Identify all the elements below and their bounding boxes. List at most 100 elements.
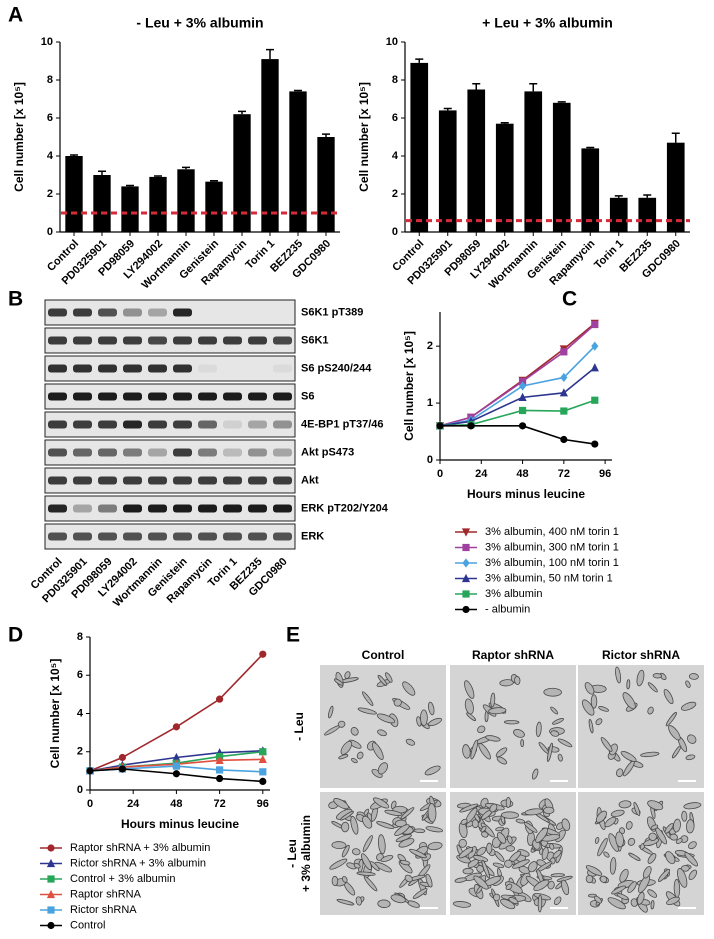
cell <box>664 823 674 834</box>
blot-row-label: Akt pS473 <box>301 446 354 458</box>
legend-marker <box>47 844 55 852</box>
x-tick-label: 72 <box>213 798 225 810</box>
cell <box>650 900 655 910</box>
blot-band <box>198 420 217 429</box>
series-line <box>440 425 595 445</box>
cell <box>549 843 555 850</box>
blot-band <box>48 308 67 317</box>
bar <box>467 89 486 232</box>
cell <box>625 821 633 830</box>
cell <box>687 734 697 744</box>
cell <box>647 889 658 898</box>
cell <box>452 901 472 908</box>
y-tick-label: 2 <box>77 746 83 758</box>
legend-label: Rictor shRNA + 3% albumin <box>70 857 206 869</box>
cell <box>376 821 395 829</box>
marker <box>591 440 599 448</box>
blot-row-label: S6 <box>301 390 314 402</box>
y-tick-label: 0 <box>392 226 398 238</box>
blot-band <box>198 532 217 541</box>
blot-row-label: Akt <box>301 474 319 486</box>
error-bar <box>500 122 509 124</box>
bar <box>261 59 279 232</box>
cell <box>685 680 691 688</box>
blot-band <box>198 448 217 457</box>
cell <box>380 854 394 862</box>
blot-band <box>273 532 292 541</box>
cell <box>535 861 553 873</box>
y-tick-label: 0 <box>77 784 83 796</box>
y-tick-label: 8 <box>77 631 83 643</box>
marker <box>591 396 599 404</box>
cell <box>533 879 550 892</box>
micrograph-row-label: + 3% albumin <box>299 815 313 892</box>
y-tick-label: 10 <box>41 36 53 48</box>
cell <box>618 800 632 809</box>
cell <box>590 694 598 709</box>
legend-marker <box>47 906 55 914</box>
marker <box>436 422 444 430</box>
cell <box>495 826 505 832</box>
legend-marker <box>462 590 470 598</box>
cell <box>344 671 351 679</box>
cell <box>665 851 676 865</box>
cell <box>615 768 624 778</box>
cell <box>503 720 520 725</box>
blot-band <box>173 364 192 373</box>
error-bar <box>294 89 302 92</box>
cell <box>515 818 526 824</box>
cell <box>357 707 377 715</box>
cell <box>665 711 677 727</box>
cell <box>369 861 380 872</box>
bar <box>149 176 167 232</box>
cell <box>553 896 562 906</box>
y-tick-label: 8 <box>47 74 53 86</box>
error-bar <box>98 170 106 175</box>
cell <box>427 717 443 727</box>
blot-band <box>148 336 167 345</box>
blot-row-label: S6 pS240/244 <box>301 362 372 374</box>
blot-band <box>98 448 117 457</box>
cell <box>520 739 525 748</box>
x-tick-label: 0 <box>437 468 443 480</box>
blot-band <box>98 532 117 541</box>
marker <box>559 388 568 397</box>
cell <box>518 865 530 875</box>
cell <box>671 745 682 759</box>
y-tick-label: 10 <box>386 36 398 48</box>
y-tick-label: 2 <box>427 340 433 352</box>
blot-band <box>123 504 142 513</box>
blot-band <box>223 420 242 429</box>
blot-band <box>273 476 292 485</box>
error-bar <box>238 110 246 115</box>
cell <box>376 713 396 724</box>
y-axis-label: Cell number [x 10⁵] <box>48 659 62 769</box>
blot-band <box>123 336 142 345</box>
cell <box>543 687 562 697</box>
blot-band <box>273 336 292 345</box>
error-bar <box>266 48 274 60</box>
blot-band <box>48 504 67 513</box>
cell <box>552 849 562 859</box>
blot-band <box>173 420 192 429</box>
cell <box>425 826 444 833</box>
marker <box>518 422 527 430</box>
cell <box>550 706 559 715</box>
cell <box>557 753 563 762</box>
bar <box>121 186 139 232</box>
blot-band <box>73 420 92 429</box>
cell <box>535 827 548 843</box>
cell <box>390 894 406 904</box>
legend-marker <box>462 558 470 568</box>
cell <box>514 675 521 685</box>
cell <box>584 682 595 695</box>
marker <box>591 341 599 351</box>
cell <box>351 757 358 764</box>
cell <box>684 852 699 867</box>
blot-band <box>73 532 92 541</box>
panel-label: B <box>8 288 23 311</box>
cell <box>668 725 681 741</box>
cell <box>362 815 373 829</box>
cell <box>460 818 468 825</box>
cell <box>588 719 594 734</box>
